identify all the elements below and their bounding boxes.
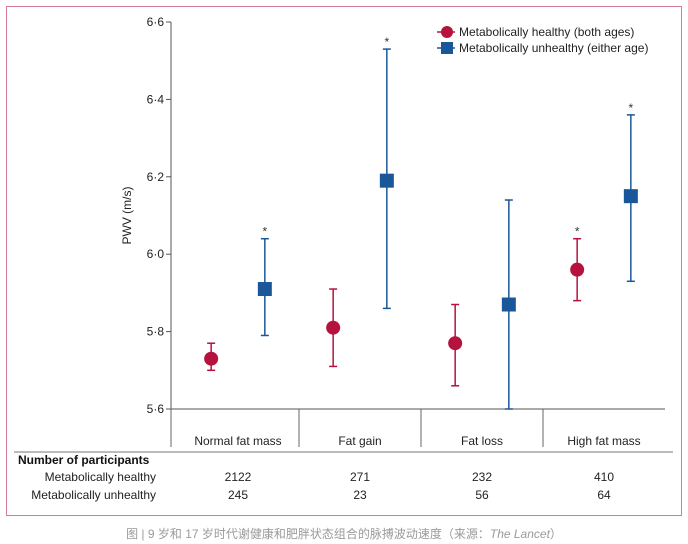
y-tick-label: 6·0 [147, 247, 165, 261]
healthy-point [204, 351, 219, 366]
x-category-label: Fat loss [461, 434, 503, 448]
figure-frame [6, 6, 682, 516]
participants-count: 23 [353, 488, 367, 502]
healthy-point [326, 320, 341, 335]
participants-count: 245 [228, 488, 248, 502]
unhealthy-point [623, 189, 638, 204]
participants-count: 410 [594, 470, 614, 484]
significance-star: * [575, 225, 580, 239]
participants-count: 232 [472, 470, 492, 484]
unhealthy-point [501, 297, 516, 312]
y-axis-label: PWV (m/s) [120, 187, 134, 245]
legend-label: Metabolically unhealthy (either age) [459, 41, 648, 55]
figure-caption: 图 | 9 岁和 17 岁时代谢健康和肥胖状态组合的脉搏波动速度（来源：The … [0, 525, 688, 542]
significance-star: * [385, 35, 390, 49]
y-tick-label: 5·8 [147, 325, 165, 339]
participants-count: 64 [597, 488, 611, 502]
legend-square-swatch [441, 42, 453, 54]
caption-text: 图 | 9 岁和 17 岁时代谢健康和肥胖状态组合的脉搏波动速度（来源： [126, 527, 490, 541]
x-category-label: High fat mass [567, 434, 640, 448]
healthy-point [570, 262, 585, 277]
x-categories: Normal fat mass Fat gain Fat loss High fat … [14, 409, 673, 453]
pwv-chart: PWV (m/s) 5·6 5·8 6·0 6·2 6·4 6·6 Normal fat … [14, 15, 673, 502]
legend: Metabolically healthy (both ages) Metabol… [437, 25, 648, 55]
y-tick-label: 5·6 [147, 402, 165, 416]
legend-circle-swatch [441, 26, 453, 38]
participants-heading: Number of participants [18, 453, 150, 467]
caption-close: ） [549, 527, 562, 541]
caption-source: The Lancet [489, 527, 550, 541]
unhealthy-point [379, 173, 394, 188]
participants-row-label: Metabolically healthy [45, 470, 156, 484]
healthy-point [448, 336, 463, 351]
x-category-label: Normal fat mass [194, 434, 281, 448]
axes: PWV (m/s) [120, 22, 665, 410]
participants-count: 2122 [225, 470, 252, 484]
unhealthy-point [257, 282, 272, 297]
significance-star: * [263, 225, 268, 239]
x-category-label: Fat gain [338, 434, 381, 448]
participants-count: 56 [475, 488, 489, 502]
y-tick-label: 6·2 [147, 170, 165, 184]
participants-count: 271 [350, 470, 370, 484]
data-marks: * * * * [204, 35, 638, 410]
legend-label: Metabolically healthy (both ages) [459, 25, 634, 39]
participants-row-label: Metabolically unhealthy [31, 488, 156, 502]
y-tick-label: 6·6 [147, 15, 165, 29]
participants-table: Number of participants Metabolically heal… [18, 453, 614, 502]
y-ticks: 5·6 5·8 6·0 6·2 6·4 6·6 [147, 15, 171, 416]
y-tick-label: 6·4 [147, 92, 165, 106]
significance-star: * [629, 101, 634, 115]
